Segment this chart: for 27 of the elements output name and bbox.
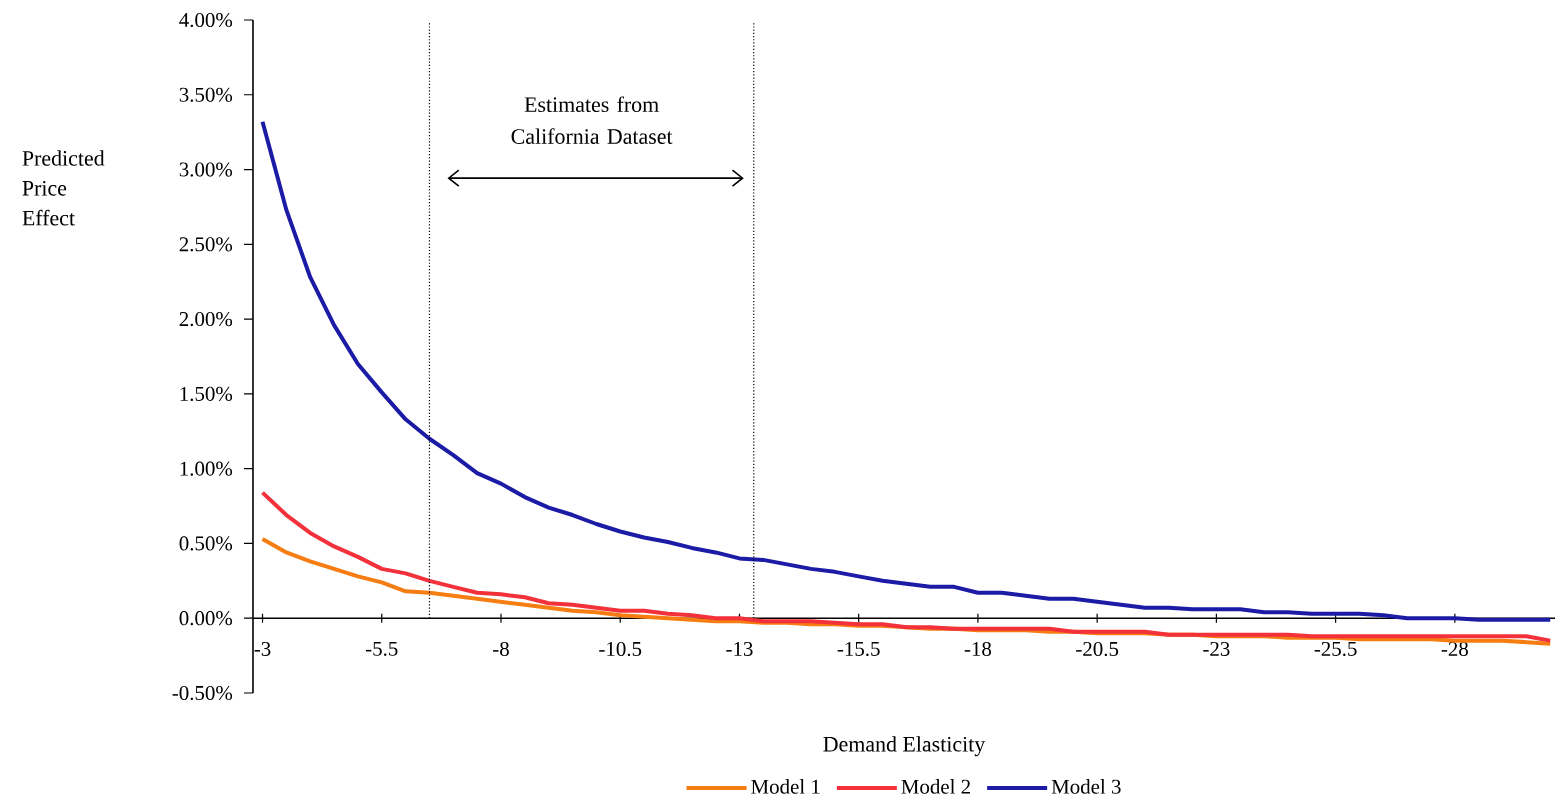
- y-axis-title: Predicted Price Effect: [22, 150, 105, 226]
- legend-label: Model 3: [1051, 779, 1121, 794]
- x-tick-label: -23: [1203, 641, 1230, 656]
- x-tick-label: -18: [964, 641, 992, 657]
- x-tick-label: -13: [726, 641, 753, 656]
- legend-label: Model 2: [901, 779, 970, 794]
- y-tick-label: 2.50%: [179, 237, 233, 252]
- x-tick-label: -3: [254, 641, 271, 656]
- y-tick-label: 4.00%: [179, 12, 233, 28]
- x-tick-label: -25.5: [1314, 641, 1357, 657]
- y-tick-label: 3.00%: [179, 162, 233, 177]
- annotation: Estimates from California Dataset: [511, 96, 673, 144]
- legend-label: Model 1: [751, 779, 820, 794]
- x-axis-title: Demand Elasticity: [823, 736, 986, 757]
- y-tick-label: 1.50%: [180, 386, 233, 401]
- x-tick-label: -10.5: [599, 641, 642, 657]
- x-tick-label: -28: [1441, 641, 1469, 657]
- y-tick-label: 3.50%: [179, 87, 233, 102]
- x-tick-label: -5.5: [365, 641, 398, 656]
- y-tick-label: 0.00%: [179, 611, 233, 626]
- y-tick-label: -0.50%: [172, 685, 233, 701]
- x-tick-label: -8: [493, 641, 509, 657]
- y-tick-label: 1.00%: [180, 461, 233, 476]
- y-tick-label: 0.50%: [179, 536, 233, 551]
- x-tick-label: -15.5: [837, 641, 880, 656]
- x-tick-label: -20.5: [1076, 641, 1119, 657]
- y-tick-label: 2.00%: [179, 312, 233, 327]
